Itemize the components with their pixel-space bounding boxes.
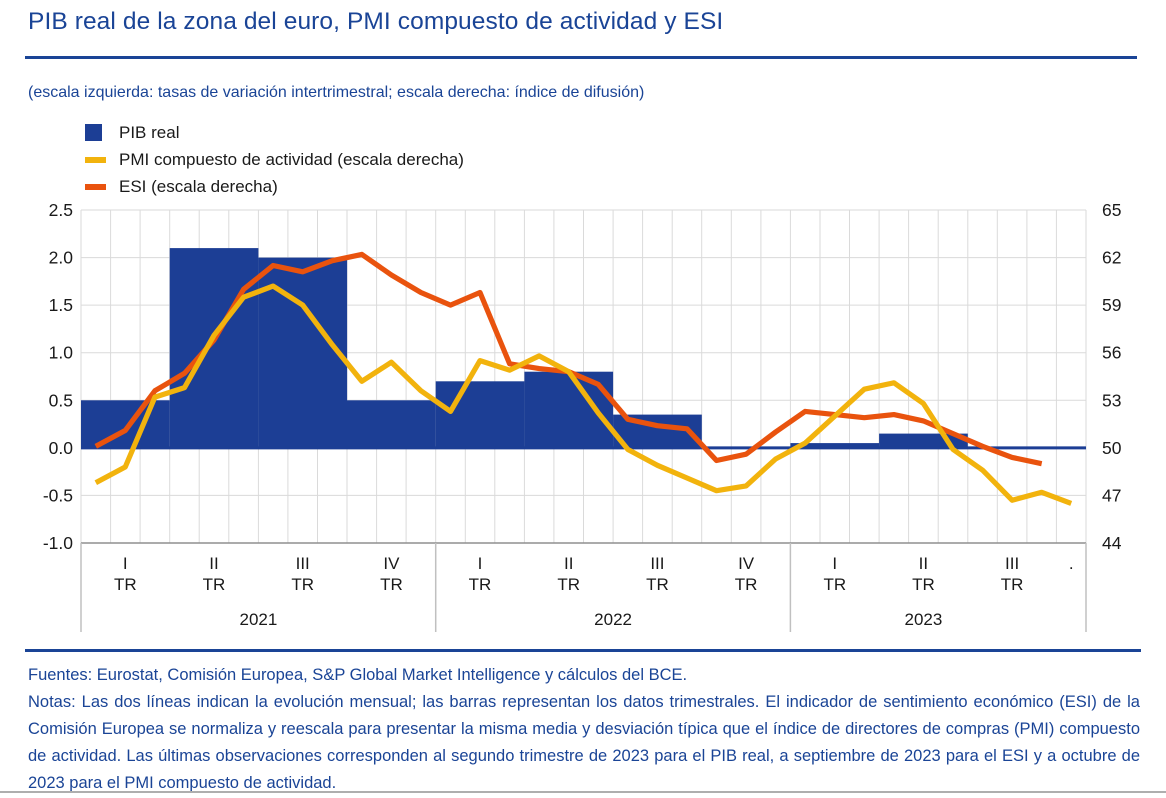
quarter-tick-unit: TR [1001, 575, 1024, 594]
right-axis-tick: 44 [1102, 533, 1122, 553]
quarter-tick-numeral: I [832, 554, 837, 573]
page-title: PIB real de la zona del euro, PMI compue… [28, 8, 724, 35]
gdp-bar [81, 400, 170, 448]
notes-text: Notas: Las dos líneas indican la evoluci… [28, 693, 1140, 792]
chart-legend: PIB real PMI compuesto de actividad (esc… [85, 119, 464, 200]
right-axis-tick: 56 [1102, 343, 1121, 363]
legend-label-esi: ESI (escala derecha) [119, 176, 278, 196]
quarter-tick-numeral: I [123, 554, 128, 573]
legend-item-esi: ESI (escala derecha) [85, 173, 464, 200]
gdp-bar [258, 257, 348, 448]
gdp-bar [790, 443, 880, 448]
quarter-tick-numeral: IV [383, 554, 400, 573]
left-axis-tick: 2.0 [49, 248, 74, 268]
footer-divider [25, 649, 1141, 652]
year-label: 2022 [594, 610, 632, 629]
chart-subtitle: (escala izquierda: tasas de variación in… [28, 84, 645, 101]
page-bottom-border [0, 791, 1166, 793]
quarter-tick-numeral: III [1005, 554, 1019, 573]
left-axis-tick: 0.0 [49, 438, 74, 458]
partial-quarter-tick: . [1069, 554, 1074, 573]
right-axis-tick: 47 [1102, 485, 1121, 505]
quarter-tick-unit: TR [912, 575, 935, 594]
right-axis-tick: 59 [1102, 295, 1121, 315]
legend-label-pmi: PMI compuesto de actividad (escala derec… [119, 149, 464, 169]
quarter-tick-unit: TR [735, 575, 758, 594]
quarter-tick-numeral: III [650, 554, 664, 573]
quarter-tick-unit: TR [646, 575, 669, 594]
quarter-tick-unit: TR [380, 575, 403, 594]
chart-footer: Fuentes: Eurostat, Comisión Europea, S&P… [28, 662, 1140, 797]
quarter-tick-numeral: II [919, 554, 928, 573]
quarter-tick-numeral: II [564, 554, 573, 573]
sources-text: Fuentes: Eurostat, Comisión Europea, S&P… [28, 666, 688, 684]
left-axis-tick: 0.5 [49, 390, 73, 410]
pmi-line [94, 283, 1073, 506]
swatch-box [85, 124, 119, 141]
left-axis-tick: 2.5 [49, 200, 73, 220]
quarter-tick-numeral: I [478, 554, 483, 573]
right-axis-tick: 53 [1102, 390, 1121, 410]
gdp-bar [169, 248, 259, 448]
left-axis-tick: -0.5 [43, 485, 73, 505]
left-axis-tick: 1.0 [49, 343, 74, 363]
swatch-box [85, 183, 119, 190]
year-label: 2023 [904, 610, 942, 629]
quarter-tick-numeral: II [209, 554, 218, 573]
quarter-tick-unit: TR [114, 575, 137, 594]
legend-label-pib: PIB real [119, 122, 180, 142]
title-divider [25, 56, 1137, 59]
quarter-tick-unit: TR [469, 575, 492, 594]
gdp-bar [347, 400, 436, 448]
left-axis-tick: -1.0 [43, 533, 73, 553]
legend-item-pib: PIB real [85, 119, 464, 146]
pib-swatch [85, 124, 102, 141]
quarter-tick-unit: TR [291, 575, 314, 594]
right-axis-tick: 62 [1102, 248, 1121, 268]
right-axis-tick: 50 [1102, 438, 1122, 458]
quarter-tick-unit: TR [557, 575, 580, 594]
quarter-tick-numeral: III [296, 554, 310, 573]
pmi-swatch [85, 156, 106, 163]
left-axis-tick: 1.5 [49, 295, 73, 315]
year-label: 2021 [239, 610, 277, 629]
quarter-tick-unit: TR [823, 575, 846, 594]
legend-item-pmi: PMI compuesto de actividad (escala derec… [85, 146, 464, 173]
quarter-tick-numeral: IV [738, 554, 755, 573]
esi-swatch [85, 183, 106, 190]
quarter-tick-unit: TR [203, 575, 226, 594]
right-axis-tick: 65 [1102, 200, 1121, 220]
gdp-bar [435, 381, 525, 448]
swatch-box [85, 156, 119, 163]
